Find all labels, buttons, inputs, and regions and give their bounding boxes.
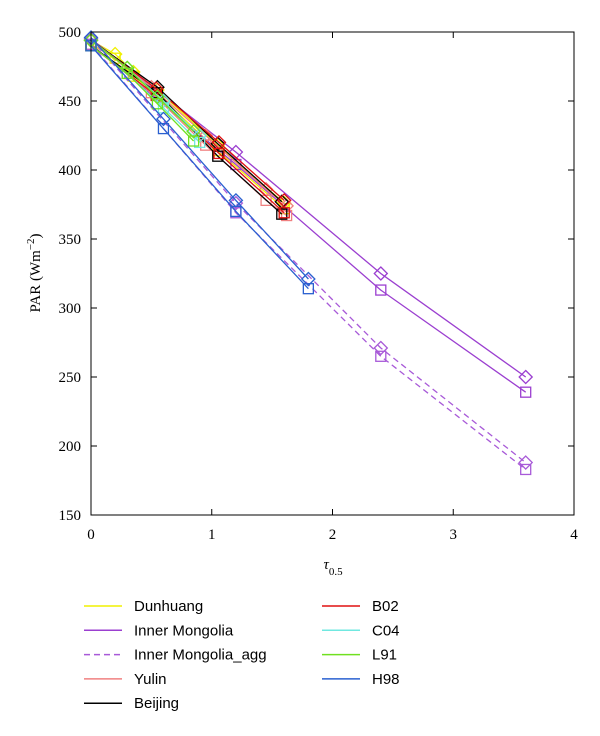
- series-line-b02-diamond: [90, 39, 285, 201]
- legend-entry-c04: C04: [322, 622, 400, 639]
- y-tick-label: 150: [59, 508, 82, 524]
- x-tick-label: 3: [450, 527, 458, 543]
- x-axis-title-subscript: 0.5: [329, 566, 343, 578]
- legend-label: H98: [372, 671, 400, 688]
- legend-entry-inner-mongolia-agg: Inner Mongolia_agg: [84, 647, 267, 664]
- x-axis-title: τ0.5: [323, 557, 343, 578]
- series-line-l91-square: [90, 45, 195, 142]
- legend-entry-h98: H98: [322, 671, 400, 688]
- legend-label: C04: [372, 622, 400, 639]
- y-tick-label: 300: [59, 301, 82, 317]
- square-marker: [302, 283, 315, 295]
- series-line-h98-diamond: [90, 37, 309, 280]
- legend-entry-inner-mongolia: Inner Mongolia: [84, 622, 234, 639]
- y-axis-title-superscript: −2: [25, 238, 37, 250]
- square-marker: [230, 205, 242, 218]
- series-line-l91-diamond: [90, 39, 195, 132]
- square-marker: [194, 136, 206, 149]
- legend-entry-l91: L91: [322, 647, 397, 664]
- square-marker: [157, 122, 170, 135]
- legend-label: Beijing: [134, 695, 179, 712]
- square-marker: [520, 386, 532, 398]
- diamond-marker: [107, 46, 123, 62]
- diamond-marker: [276, 192, 292, 208]
- y-axis-title-main: PAR (Wm: [28, 250, 44, 313]
- diamond-marker: [518, 455, 534, 470]
- square-marker: [375, 350, 387, 362]
- square-marker: [520, 463, 532, 476]
- diamond-marker: [300, 271, 316, 287]
- series-line-c04-square: [90, 45, 201, 143]
- series-line-inner-mongolia-agg-diamond: [90, 38, 527, 464]
- x-tick-label: 1: [208, 527, 216, 543]
- legend: Dunhuang Inner Mongolia Inner Mongolia_agg…: [84, 598, 400, 712]
- legend-label: L91: [372, 647, 397, 664]
- diamond-marker: [228, 195, 244, 211]
- legend-label: B02: [372, 598, 399, 615]
- square-marker: [213, 147, 225, 160]
- diamond-marker: [518, 369, 534, 385]
- legend-entry-beijing: Beijing: [84, 695, 179, 712]
- x-tick-label: 4: [570, 527, 578, 543]
- y-tick-label: 450: [59, 94, 82, 110]
- y-axis-title-close: ): [28, 233, 44, 238]
- y-tick-label: 200: [59, 439, 82, 455]
- square-marker: [375, 284, 387, 296]
- y-axis-title: PAR (Wm−2): [25, 233, 44, 312]
- y-tick-label: 500: [59, 25, 82, 41]
- square-marker: [151, 98, 164, 110]
- x-tick-label: 2: [329, 527, 337, 543]
- y-tick-label: 400: [59, 163, 82, 179]
- legend-entry-dunhuang: Dunhuang: [84, 598, 203, 615]
- legend-label: Inner Mongolia: [134, 622, 234, 639]
- legend-entry-b02: B02: [322, 598, 399, 615]
- diamond-marker: [119, 60, 135, 76]
- x-tick-label: 0: [87, 527, 95, 543]
- y-tick-label: 250: [59, 370, 82, 386]
- legend-entry-yulin: Yulin: [84, 671, 167, 688]
- y-tick-label: 350: [59, 232, 82, 248]
- series-line-h98-square: [90, 45, 309, 290]
- square-marker: [276, 208, 288, 220]
- axes: 0 1 2 3 4 150 200 250 300 350 400 450 500: [59, 25, 579, 543]
- diamond-marker: [373, 340, 389, 356]
- legend-label: Inner Mongolia_agg: [134, 647, 267, 664]
- diamond-marker: [156, 111, 171, 127]
- square-marker: [187, 135, 200, 147]
- x-axis-title-main: τ: [323, 557, 329, 573]
- diamond-marker: [373, 266, 389, 281]
- square-marker: [278, 207, 290, 219]
- diamond-marker: [186, 123, 202, 139]
- diamond-marker: [228, 144, 244, 160]
- legend-label: Yulin: [134, 671, 167, 688]
- plot-area: [83, 30, 534, 476]
- legend-label: Dunhuang: [134, 598, 203, 615]
- svg-text:PAR (Wm−2): PAR (Wm−2): [25, 233, 44, 312]
